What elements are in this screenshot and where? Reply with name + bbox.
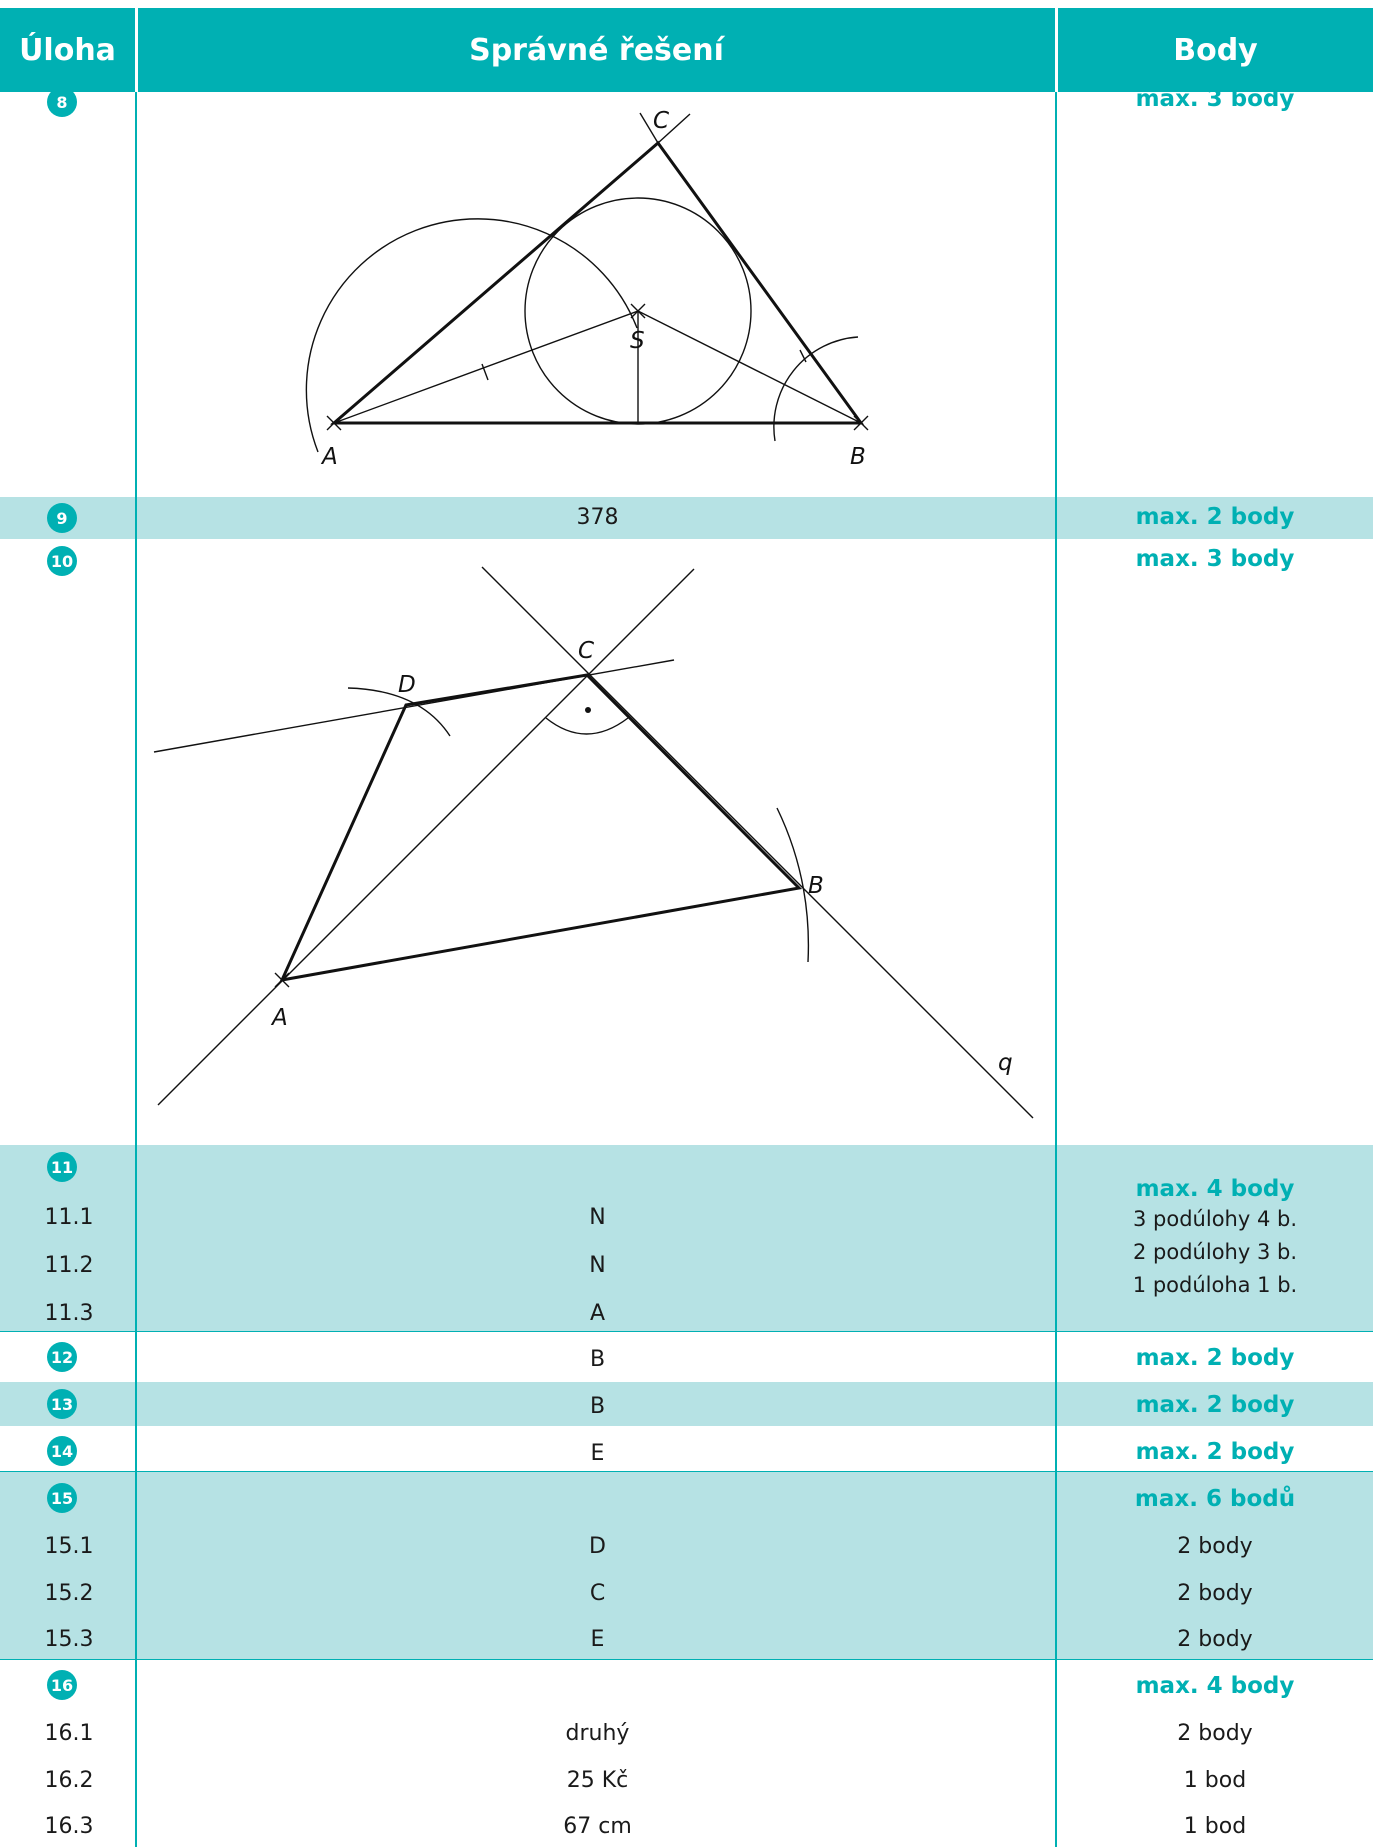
- label-b: B: [808, 873, 824, 899]
- quadrilateral-abcd: [279, 673, 803, 982]
- right-angle-dot: [585, 707, 591, 713]
- line-q: [481, 566, 1034, 1119]
- subtask-16-1-id: 16.1: [44, 1721, 94, 1746]
- label-c: C: [578, 638, 594, 664]
- task-15-points: max. 6 bodů: [1134, 1486, 1296, 1512]
- subtask-15-3-id: 15.3: [44, 1627, 94, 1652]
- arc-at-b: [773, 336, 859, 442]
- subtask-16-3-answer: 67 cm: [563, 1814, 632, 1839]
- line-ac: [157, 568, 695, 1106]
- row-13-band: [0, 1382, 1373, 1426]
- arc-at-b: [776, 807, 810, 963]
- subtask-15-3-answer: E: [590, 1627, 605, 1652]
- subtask-16-3-points: 1 bod: [1183, 1814, 1247, 1839]
- task-number-13: 13: [47, 1389, 77, 1419]
- task-number-12: 12: [47, 1342, 77, 1372]
- task-10-construction-figure: A B C D q: [153, 566, 1034, 1119]
- subtask-16-1-points: 2 body: [1177, 1721, 1253, 1746]
- row-11-band: [0, 1145, 1373, 1332]
- subtask-15-2-answer: C: [589, 1581, 606, 1606]
- task-number-16: 16: [47, 1670, 77, 1700]
- row-divider: [0, 1659, 1373, 1660]
- task-14-points: max. 2 body: [1135, 1439, 1295, 1465]
- label-b: B: [850, 444, 866, 470]
- column-divider: [1055, 92, 1057, 1847]
- task-16-points: max. 4 body: [1135, 1673, 1295, 1699]
- subtask-11-3-answer: A: [589, 1301, 606, 1326]
- task-number-9: 9: [47, 503, 77, 533]
- tick-mark: [481, 363, 489, 381]
- arc-circle-a: [305, 218, 638, 453]
- label-c: C: [653, 108, 669, 134]
- right-angle-arc: [545, 717, 629, 735]
- task-9-points: max. 2 body: [1135, 504, 1295, 530]
- task-12-answer: B: [589, 1347, 606, 1372]
- row-15-band: [0, 1472, 1373, 1660]
- label-a: A: [270, 1005, 288, 1031]
- subtask-15-2-id: 15.2: [44, 1581, 94, 1606]
- subtask-11-2-answer: N: [589, 1253, 606, 1278]
- subtask-16-1-answer: druhý: [565, 1721, 630, 1746]
- task-10-points: max. 3 body: [1135, 546, 1295, 572]
- task-13-points: max. 2 body: [1135, 1392, 1295, 1418]
- task-number-14: 14: [47, 1436, 77, 1466]
- subtask-16-2-answer: 25 Kč: [566, 1768, 629, 1793]
- subtask-15-1-points: 2 body: [1177, 1534, 1253, 1559]
- subtask-16-2-points: 1 bod: [1183, 1768, 1247, 1793]
- task-11-note-1: 3 podúlohy 4 b.: [1133, 1207, 1297, 1231]
- subtask-16-2-id: 16.2: [44, 1768, 94, 1793]
- task-12-points: max. 2 body: [1135, 1345, 1295, 1371]
- subtask-11-1-id: 11.1: [44, 1205, 94, 1230]
- line-ac-extension: [657, 113, 691, 144]
- label-s: S: [630, 328, 645, 354]
- task-9-answer: 378: [576, 505, 619, 530]
- task-14-answer: E: [590, 1441, 605, 1466]
- subtask-15-1-id: 15.1: [44, 1534, 94, 1559]
- task-11-note-3: 1 podúloha 1 b.: [1132, 1273, 1298, 1297]
- column-divider: [135, 92, 137, 1847]
- task-number-8: 8: [47, 87, 77, 117]
- subtask-16-3-id: 16.3: [44, 1814, 94, 1839]
- task-13-answer: B: [589, 1394, 606, 1419]
- header-task: Úloha: [0, 8, 135, 92]
- subtask-11-2-id: 11.2: [44, 1253, 94, 1278]
- task-number-11: 11: [47, 1152, 77, 1182]
- tick-mark: [799, 349, 807, 363]
- arc-at-d: [347, 687, 451, 737]
- subtask-15-3-points: 2 body: [1177, 1627, 1253, 1652]
- subtask-15-2-points: 2 body: [1177, 1581, 1253, 1606]
- row-divider: [0, 1471, 1373, 1472]
- subtask-11-1-answer: N: [589, 1205, 606, 1230]
- row-9-band: [0, 497, 1373, 539]
- header-points: Body: [1058, 8, 1373, 92]
- label-a: A: [320, 444, 338, 470]
- label-q: q: [998, 1050, 1013, 1076]
- subtask-15-1-answer: D: [589, 1534, 606, 1559]
- task-8-points: max. 3 body: [1135, 86, 1295, 112]
- task-11-points: max. 4 body: [1135, 1176, 1295, 1202]
- row-divider: [0, 1331, 1373, 1332]
- point-s-cross: [630, 303, 646, 319]
- task-number-10: 10: [47, 546, 77, 576]
- task-8-construction-figure: A B C S: [305, 108, 869, 470]
- bisector-from-a: [333, 310, 639, 424]
- triangle-abc: [329, 140, 864, 425]
- subtask-11-3-id: 11.3: [44, 1301, 94, 1326]
- line-bc-extension: [639, 112, 659, 144]
- label-d: D: [398, 672, 416, 698]
- header-solution: Správné řešení: [138, 8, 1055, 92]
- task-11-note-2: 2 podúlohy 3 b.: [1133, 1240, 1297, 1264]
- bisector-from-b: [637, 310, 862, 424]
- task-number-15: 15: [47, 1483, 77, 1513]
